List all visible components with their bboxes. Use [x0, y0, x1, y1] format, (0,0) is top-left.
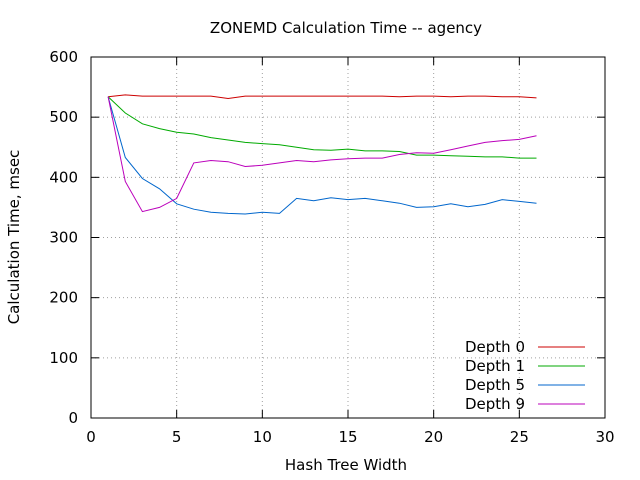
- x-tick-label: 10: [253, 428, 272, 446]
- x-tick-label: 20: [424, 428, 443, 446]
- grid-layer: [91, 57, 605, 418]
- y-tick-label: 500: [49, 108, 78, 126]
- series-layer: [107, 94, 537, 215]
- x-tick-label: 0: [86, 428, 96, 446]
- series-line-depth-5: [107, 96, 537, 215]
- series-line-depth-0: [108, 94, 537, 100]
- y-tick-label: 400: [49, 168, 78, 186]
- legend-label-depth-0: Depth 0: [465, 338, 525, 356]
- y-tick-label: 600: [49, 48, 78, 66]
- legend-label-depth-1: Depth 1: [465, 357, 525, 375]
- y-tick-label: 200: [49, 289, 78, 307]
- chart-title: ZONEMD Calculation Time -- agency: [210, 19, 482, 37]
- series-line-depth-9: [107, 96, 537, 213]
- x-axis-label: Hash Tree Width: [285, 456, 407, 474]
- series-line-depth-1: [107, 96, 537, 159]
- x-tick-label: 5: [172, 428, 182, 446]
- tick-layer: 0 100 200 300 400 500 600 0 5 10 15 20 25 30: [49, 48, 614, 446]
- legend-label-depth-9: Depth 9: [465, 395, 525, 413]
- legend-label-depth-5: Depth 5: [465, 376, 525, 394]
- x-tick-label: 15: [338, 428, 357, 446]
- y-tick-label: 0: [68, 409, 78, 427]
- y-tick-label: 300: [49, 229, 78, 247]
- y-tick-label: 100: [49, 349, 78, 367]
- y-axis-label: Calculation Time, msec: [5, 150, 23, 325]
- x-tick-label: 30: [595, 428, 614, 446]
- x-tick-label: 25: [510, 428, 529, 446]
